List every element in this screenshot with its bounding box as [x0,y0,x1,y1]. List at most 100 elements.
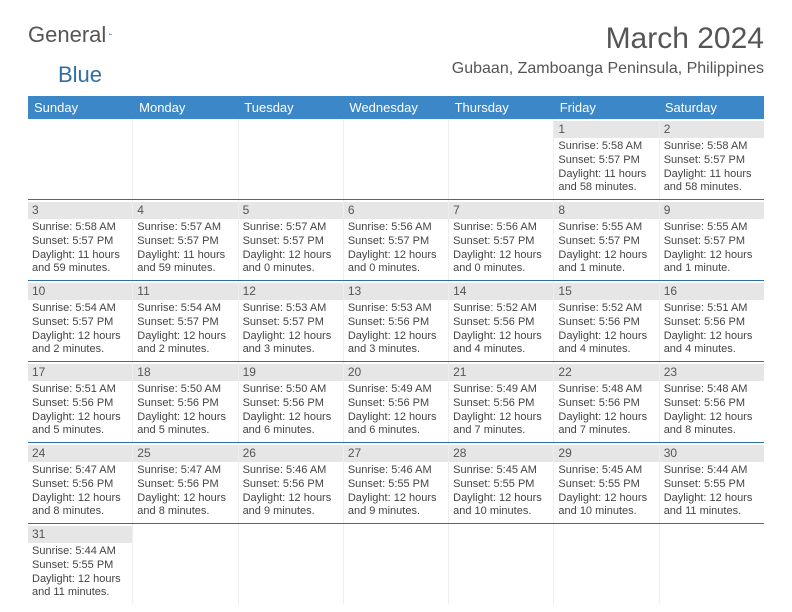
day-number: 21 [449,364,553,381]
sunset-text: Sunset: 5:56 PM [664,397,760,411]
empty-cell [344,524,449,604]
sunset-text: Sunset: 5:56 PM [348,316,444,330]
daylight-text: Daylight: 12 hours and 10 minutes. [558,492,654,520]
sunrise-text: Sunrise: 5:52 AM [558,302,654,316]
day-cell: 30Sunrise: 5:44 AMSunset: 5:55 PMDayligh… [660,443,764,523]
day-header: Saturday [659,96,764,119]
daylight-text: Daylight: 12 hours and 8 minutes. [664,411,760,439]
day-cell: 25Sunrise: 5:47 AMSunset: 5:56 PMDayligh… [133,443,238,523]
sunrise-text: Sunrise: 5:47 AM [32,464,128,478]
sunset-text: Sunset: 5:56 PM [558,316,654,330]
day-number: 16 [660,283,764,300]
sunset-text: Sunset: 5:56 PM [453,397,549,411]
day-cell: 23Sunrise: 5:48 AMSunset: 5:56 PMDayligh… [660,362,764,442]
week-row: 10Sunrise: 5:54 AMSunset: 5:57 PMDayligh… [28,281,764,362]
day-number: 17 [28,364,132,381]
day-cell: 18Sunrise: 5:50 AMSunset: 5:56 PMDayligh… [133,362,238,442]
sunrise-text: Sunrise: 5:46 AM [348,464,444,478]
sunrise-text: Sunrise: 5:53 AM [348,302,444,316]
week-row: 31 Sunrise: 5:44 AMSunset: 5:55 PMDayligh… [28,524,764,604]
day-number: 31 [28,526,132,543]
day-cell: 27Sunrise: 5:46 AMSunset: 5:55 PMDayligh… [344,443,449,523]
day-cell: 4Sunrise: 5:57 AMSunset: 5:57 PMDaylight… [133,200,238,280]
day-header: Sunday [28,96,133,119]
sunrise-text: Sunrise: 5:52 AM [453,302,549,316]
sunrise-text: Sunrise: 5:50 AM [137,383,233,397]
daylight-text: Daylight: 12 hours and 1 minute. [664,249,760,277]
day-cell: 6Sunrise: 5:56 AMSunset: 5:57 PMDaylight… [344,200,449,280]
day-cell: 1 Sunrise: 5:58 AMSunset: 5:57 PMDaylight… [554,119,659,199]
day-header: Tuesday [238,96,343,119]
logo-text-general: General [28,22,106,48]
sunrise-text: Sunrise: 5:49 AM [348,383,444,397]
day-cell: 21Sunrise: 5:49 AMSunset: 5:56 PMDayligh… [449,362,554,442]
day-cell: 5Sunrise: 5:57 AMSunset: 5:57 PMDaylight… [239,200,344,280]
daylight-text: Daylight: 12 hours and 4 minutes. [453,330,549,358]
sunset-text: Sunset: 5:57 PM [558,154,654,168]
daylight-text: Daylight: 12 hours and 7 minutes. [453,411,549,439]
empty-cell [449,524,554,604]
day-number: 9 [660,202,764,219]
sunrise-text: Sunrise: 5:55 AM [558,221,654,235]
sunset-text: Sunset: 5:57 PM [664,235,760,249]
daylight-text: Daylight: 12 hours and 11 minutes. [32,573,128,601]
day-header: Monday [133,96,238,119]
sunrise-text: Sunrise: 5:50 AM [243,383,339,397]
sunset-text: Sunset: 5:56 PM [243,478,339,492]
sunrise-text: Sunrise: 5:45 AM [453,464,549,478]
day-number: 1 [554,121,658,138]
sunset-text: Sunset: 5:57 PM [664,154,760,168]
day-number: 22 [554,364,658,381]
sunset-text: Sunset: 5:56 PM [137,397,233,411]
day-cell: 20Sunrise: 5:49 AMSunset: 5:56 PMDayligh… [344,362,449,442]
day-number: 14 [449,283,553,300]
daylight-text: Daylight: 12 hours and 6 minutes. [243,411,339,439]
sunrise-text: Sunrise: 5:55 AM [664,221,760,235]
empty-cell [28,119,133,199]
day-cell: 22Sunrise: 5:48 AMSunset: 5:56 PMDayligh… [554,362,659,442]
daylight-text: Daylight: 12 hours and 8 minutes. [137,492,233,520]
week-row: 3Sunrise: 5:58 AMSunset: 5:57 PMDaylight… [28,200,764,281]
day-number: 8 [554,202,658,219]
day-cell: 14Sunrise: 5:52 AMSunset: 5:56 PMDayligh… [449,281,554,361]
empty-cell [554,524,659,604]
sunset-text: Sunset: 5:56 PM [243,397,339,411]
day-number: 11 [133,283,237,300]
day-header: Wednesday [343,96,448,119]
day-number: 23 [660,364,764,381]
sunset-text: Sunset: 5:55 PM [32,559,128,573]
sunset-text: Sunset: 5:56 PM [32,397,128,411]
day-cell: 11Sunrise: 5:54 AMSunset: 5:57 PMDayligh… [133,281,238,361]
day-cell: 28Sunrise: 5:45 AMSunset: 5:55 PMDayligh… [449,443,554,523]
daylight-text: Daylight: 11 hours and 59 minutes. [137,249,233,277]
empty-cell [239,119,344,199]
sunrise-text: Sunrise: 5:58 AM [558,140,654,154]
sunrise-text: Sunrise: 5:45 AM [558,464,654,478]
sunrise-text: Sunrise: 5:58 AM [664,140,760,154]
week-row: 24Sunrise: 5:47 AMSunset: 5:56 PMDayligh… [28,443,764,524]
daylight-text: Daylight: 12 hours and 0 minutes. [453,249,549,277]
sunset-text: Sunset: 5:56 PM [348,397,444,411]
day-number: 24 [28,445,132,462]
daylight-text: Daylight: 12 hours and 2 minutes. [32,330,128,358]
day-number: 6 [344,202,448,219]
daylight-text: Daylight: 12 hours and 4 minutes. [664,330,760,358]
sunrise-text: Sunrise: 5:53 AM [243,302,339,316]
empty-cell [660,524,764,604]
sunset-text: Sunset: 5:55 PM [558,478,654,492]
daylight-text: Daylight: 12 hours and 9 minutes. [243,492,339,520]
sunset-text: Sunset: 5:56 PM [664,316,760,330]
day-number: 28 [449,445,553,462]
title-block: March 2024 Gubaan, Zamboanga Peninsula, … [452,22,764,78]
day-number: 26 [239,445,343,462]
sunrise-text: Sunrise: 5:44 AM [32,545,128,559]
day-number: 7 [449,202,553,219]
daylight-text: Daylight: 12 hours and 8 minutes. [32,492,128,520]
day-header: Thursday [449,96,554,119]
daylight-text: Daylight: 12 hours and 1 minute. [558,249,654,277]
day-number: 2 [660,121,764,138]
daylight-text: Daylight: 11 hours and 58 minutes. [558,168,654,196]
day-cell: 8Sunrise: 5:55 AMSunset: 5:57 PMDaylight… [554,200,659,280]
daylight-text: Daylight: 11 hours and 58 minutes. [664,168,760,196]
sunset-text: Sunset: 5:56 PM [32,478,128,492]
